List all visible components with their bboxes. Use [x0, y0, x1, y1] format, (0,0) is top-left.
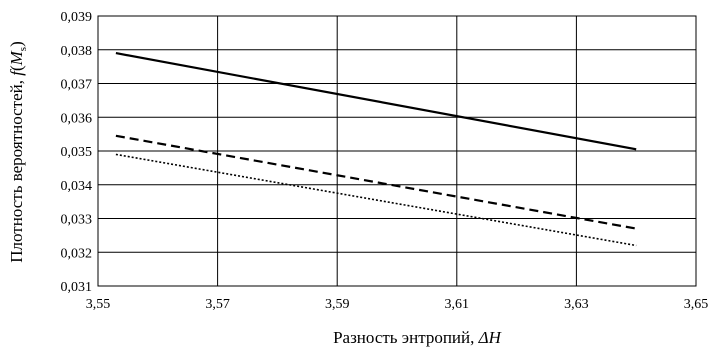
y-axis-label-variable: M: [7, 50, 26, 66]
series-line-dotted: [115, 153, 637, 247]
x-axis-ticks: 3,55 3,57 3,59 3,61 3,63 3,65: [86, 297, 709, 312]
plot-area-frame: [97, 15, 697, 287]
x-tick-label: 3,61: [445, 297, 470, 312]
y-tick-label: 0,034: [61, 179, 93, 194]
y-tick-label: 0,036: [61, 111, 93, 126]
y-axis-label-function: f: [7, 69, 26, 76]
y-tick-label: 0,031: [61, 280, 93, 295]
x-axis-label-symbol: ΔH: [478, 328, 503, 347]
y-tick-label: 0,032: [61, 246, 93, 261]
y-tick-label: 0,037: [61, 78, 93, 93]
y-tick-label: 0,039: [61, 10, 93, 25]
y-tick-label: 0,038: [61, 44, 93, 59]
y-axis-label-open-paren: (: [7, 65, 26, 71]
x-tick-label: 3,65: [684, 297, 709, 312]
y-axis-ticks: 0,031 0,032 0,033 0,034 0,035 0,036 0,037 0,038…: [61, 10, 93, 295]
y-axis-label-subscript: s: [17, 47, 29, 51]
y-tick-label: 0,035: [61, 145, 93, 160]
grid-lines: [97, 15, 697, 287]
x-tick-label: 3,59: [325, 297, 350, 312]
y-axis-label: Плотность вероятностей, f(Ms): [7, 41, 29, 263]
series-line-dashed: [115, 134, 637, 230]
x-axis-label: Разность энтропий, ΔH: [333, 328, 503, 347]
y-axis-label-close-paren: ): [7, 41, 26, 47]
y-tick-label: 0,033: [61, 213, 93, 228]
series-line-solid: [115, 52, 637, 151]
x-tick-label: 3,55: [86, 297, 111, 312]
x-tick-label: 3,57: [205, 297, 230, 312]
series-lines: [115, 52, 637, 247]
x-tick-label: 3,63: [564, 297, 589, 312]
